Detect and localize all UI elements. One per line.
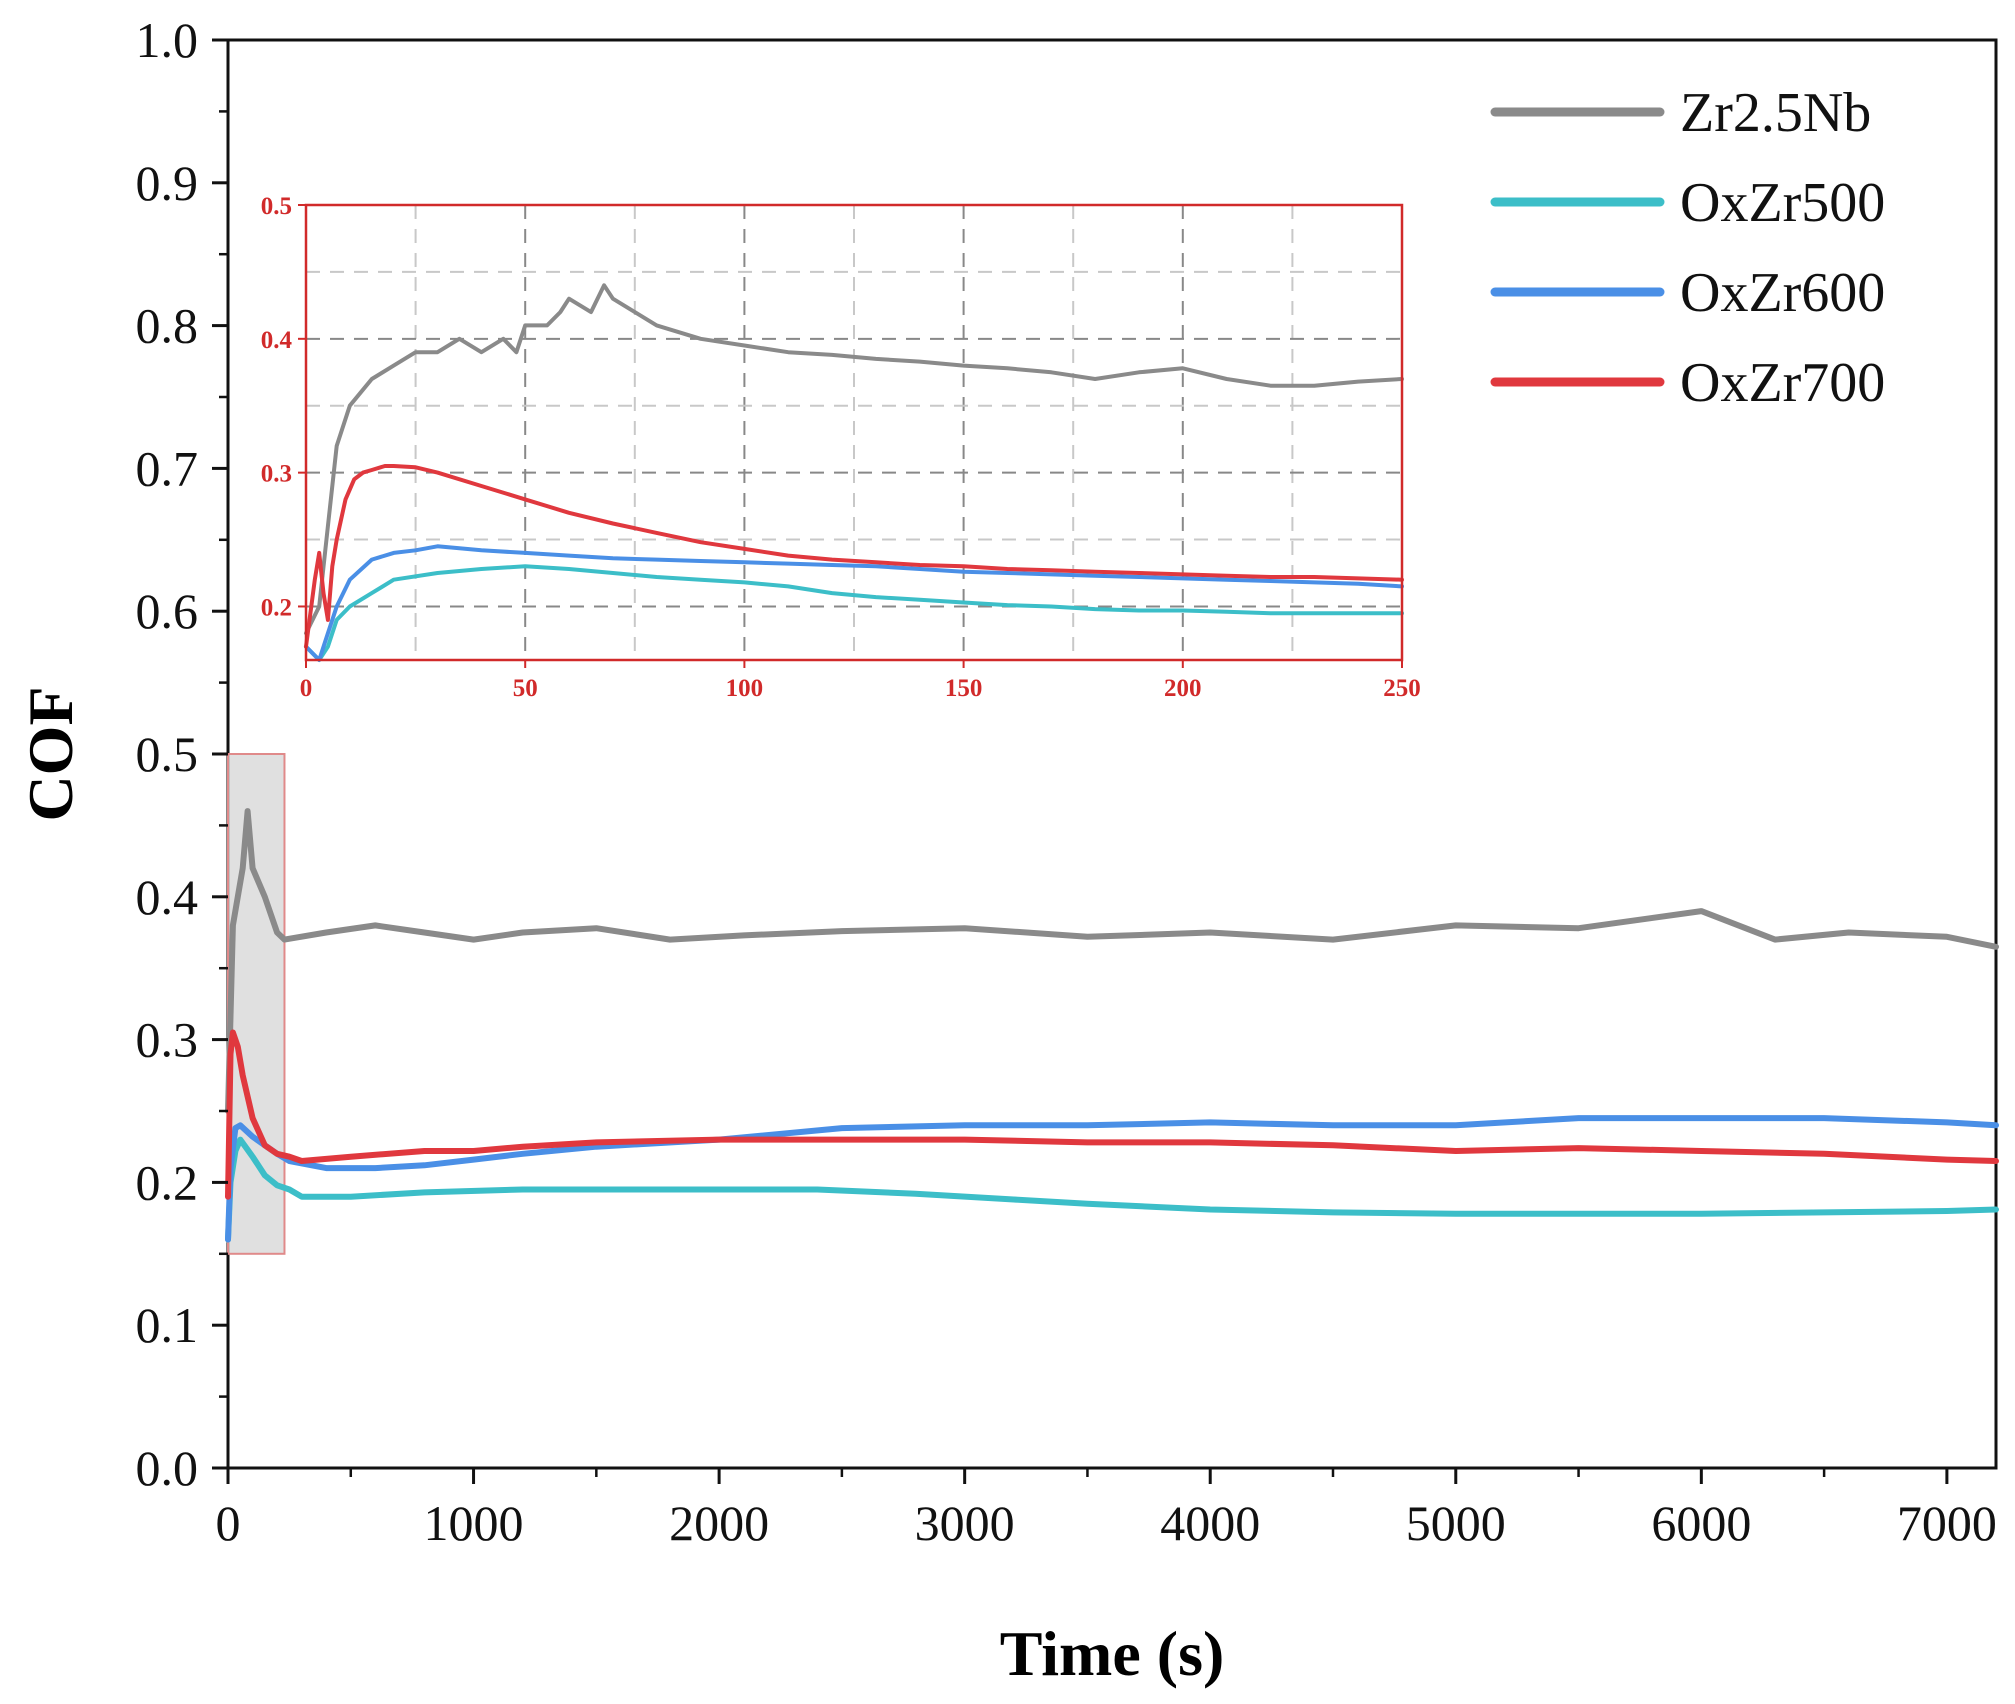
x-tick-label: 7000 bbox=[1897, 1495, 1997, 1551]
series-line-zr25nb bbox=[225, 808, 1999, 1114]
inset-x-tick-label: 0 bbox=[300, 675, 313, 702]
x-tick-label: 5000 bbox=[1406, 1495, 1506, 1551]
series-line-oxzr700 bbox=[225, 1029, 1999, 1200]
inset-line-oxzr500 bbox=[304, 564, 1404, 662]
series-line-oxzr500 bbox=[225, 1136, 1999, 1243]
inset-y-tick-label: 0.3 bbox=[261, 461, 292, 488]
y-tick-label: 0.9 bbox=[136, 155, 199, 211]
y-tick-label: 0.8 bbox=[136, 298, 199, 354]
inset-line-oxzr600 bbox=[304, 544, 1404, 662]
legend-label-zr25nb: Zr2.5Nb bbox=[1680, 82, 1871, 144]
y-tick-label: 0.2 bbox=[136, 1154, 199, 1210]
inset-x-tick-label: 100 bbox=[726, 675, 764, 702]
inset-grid bbox=[306, 205, 1402, 660]
legend: Zr2.5Nb OxZr500 OxZr600 OxZr700 bbox=[1490, 82, 1885, 414]
legend-label-oxzr500: OxZr500 bbox=[1680, 172, 1885, 234]
inset-x-tick-label: 200 bbox=[1164, 675, 1202, 702]
inset-x-axis: 0 50 100 150 200 250 bbox=[300, 660, 1421, 702]
main-series-group bbox=[225, 808, 1999, 1243]
x-tick-label: 0 bbox=[216, 1495, 241, 1551]
inset-x-tick-label: 250 bbox=[1383, 675, 1421, 702]
y-tick-label: 0.1 bbox=[136, 1297, 199, 1353]
y-tick-label: 0.6 bbox=[136, 583, 199, 639]
inset-y-tick-label: 0.4 bbox=[261, 327, 293, 354]
inset-line-oxzr700 bbox=[304, 464, 1404, 649]
x-tick-label: 6000 bbox=[1651, 1495, 1751, 1551]
inset-y-tick-label: 0.2 bbox=[261, 594, 292, 621]
main-x-axis: 0 1000 2000 3000 4000 5000 6000 7000 bbox=[216, 1468, 1997, 1551]
series-line-oxzr600 bbox=[225, 1115, 1999, 1243]
inset-x-tick-label: 150 bbox=[945, 675, 983, 702]
y-tick-label: 0.5 bbox=[136, 726, 199, 782]
x-tick-label: 4000 bbox=[1160, 1495, 1260, 1551]
x-tick-label: 1000 bbox=[424, 1495, 524, 1551]
zoom-highlight-region bbox=[227, 753, 286, 1255]
x-tick-label: 2000 bbox=[669, 1495, 769, 1551]
y-tick-label: 0.7 bbox=[136, 440, 199, 496]
inset-series-group bbox=[304, 283, 1404, 662]
y-tick-label: 0.0 bbox=[136, 1440, 199, 1496]
inset-line-zr25nb bbox=[304, 283, 1404, 636]
y-tick-label: 1.0 bbox=[136, 12, 199, 68]
main-y-axis: 0.0 0.1 0.2 0.3 0.4 0.5 0.6 0.7 0.8 0.9 1.0 bbox=[136, 12, 228, 1496]
inset-x-tick-label: 50 bbox=[513, 675, 538, 702]
x-axis-title: Time (s) bbox=[1000, 1618, 1225, 1689]
legend-label-oxzr600: OxZr600 bbox=[1680, 262, 1885, 324]
y-tick-label: 0.4 bbox=[136, 869, 199, 925]
inset-frame bbox=[304, 203, 1404, 662]
inset-y-tick-label: 0.5 bbox=[261, 193, 292, 220]
y-tick-label: 0.3 bbox=[136, 1012, 199, 1068]
inset-y-axis: 0.2 0.3 0.4 0.5 bbox=[261, 193, 306, 621]
inset-plot: 0 50 100 150 200 250 0.2 0.3 0.4 0.5 bbox=[261, 193, 1421, 702]
legend-label-oxzr700: OxZr700 bbox=[1680, 352, 1885, 414]
y-axis-title: COF bbox=[15, 686, 86, 821]
x-tick-label: 3000 bbox=[915, 1495, 1015, 1551]
